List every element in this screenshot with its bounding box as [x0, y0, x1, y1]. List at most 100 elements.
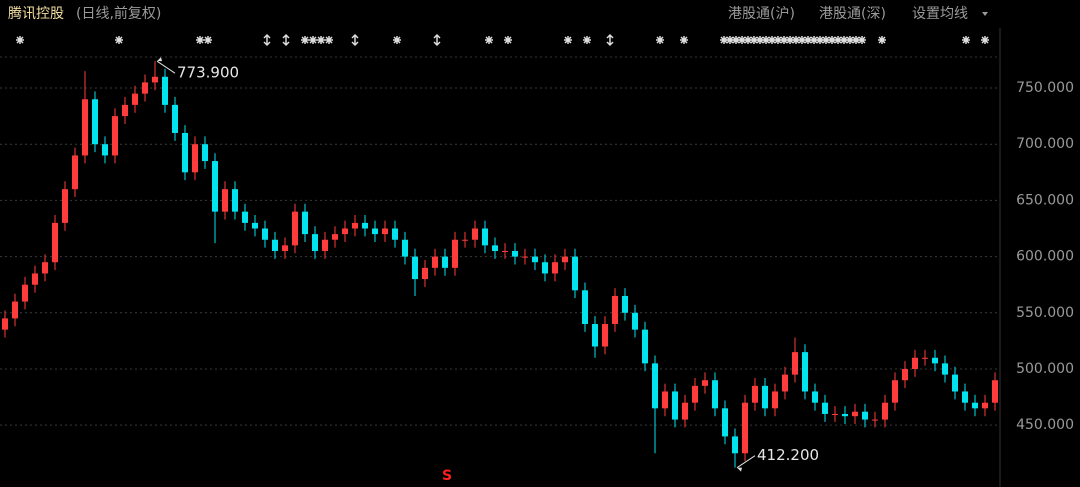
candle-body: [132, 93, 138, 105]
candle-body: [302, 211, 308, 235]
y-tick-label: 650.000: [1016, 192, 1074, 208]
event-star: [504, 36, 512, 44]
candle-body: [742, 402, 748, 454]
candle-body: [492, 245, 498, 251]
candle-body: [322, 239, 328, 251]
event-star: [786, 36, 794, 44]
candle-body: [732, 436, 738, 454]
candle-body: [422, 267, 428, 280]
candle-body: [432, 256, 438, 268]
candle-body: [272, 239, 278, 251]
event-star: [981, 36, 989, 44]
candle-body: [662, 391, 668, 409]
candle-body: [292, 211, 298, 246]
event-star: [115, 36, 123, 44]
candle-body: [972, 402, 978, 409]
candle-body: [652, 363, 658, 409]
event-markers: [16, 33, 989, 47]
candle-body: [572, 256, 578, 291]
candle-body: [192, 144, 198, 173]
candle-body: [622, 295, 628, 313]
candle-body: [442, 256, 448, 268]
annotation-label: 412.200: [757, 446, 819, 464]
candle-body: [882, 402, 888, 420]
annotation-arrowhead: [737, 467, 742, 472]
event-arrow: [282, 33, 290, 47]
candle-body: [172, 104, 178, 133]
candle-body: [772, 391, 778, 409]
event-star: [822, 36, 830, 44]
candle-body: [812, 391, 818, 403]
candle-body: [22, 284, 28, 302]
candle-body: [362, 222, 368, 229]
candle-body: [692, 385, 698, 403]
candle-body: [472, 228, 478, 240]
candle-body: [542, 262, 548, 274]
annotation-label: 773.900: [177, 64, 239, 82]
candle-body: [262, 228, 268, 240]
candle-body: [392, 228, 398, 240]
candle-body: [282, 245, 288, 251]
candle-body: [582, 290, 588, 325]
y-tick-label: 550.000: [1016, 305, 1074, 321]
candle-body: [782, 374, 788, 392]
y-tick-label: 750.000: [1016, 80, 1074, 96]
event-star: [309, 36, 317, 44]
event-star: [325, 36, 333, 44]
candle-body: [62, 189, 68, 223]
y-tick-label: 600.000: [1016, 249, 1074, 265]
event-star: [196, 36, 204, 44]
event-star: [780, 36, 788, 44]
event-arrow: [263, 33, 271, 47]
button[interactable]: 设置均线: [912, 6, 968, 22]
candle-body: [982, 402, 988, 409]
candle-body: [592, 324, 598, 347]
event-star: [726, 36, 734, 44]
candle-body: [522, 256, 528, 258]
event-arrow: [606, 33, 614, 47]
candle-body: [112, 116, 118, 156]
y-tick-label: 700.000: [1016, 136, 1074, 152]
candle-body: [352, 222, 358, 229]
event-arrow: [351, 33, 359, 47]
event-star: [485, 36, 493, 44]
candle-body: [722, 408, 728, 437]
event-star: [564, 36, 572, 44]
candle-body: [992, 380, 998, 403]
event-star: [393, 36, 401, 44]
event-star: [804, 36, 812, 44]
candle-body: [962, 391, 968, 403]
candle-body: [612, 295, 618, 325]
candle-body: [252, 222, 258, 229]
candle-body: [52, 222, 58, 263]
candle-body: [912, 357, 918, 369]
candle-body: [672, 391, 678, 420]
candle-body: [232, 189, 238, 212]
candle-body: [532, 256, 538, 263]
button[interactable]: 港股通(深): [819, 6, 886, 22]
candle-body: [632, 312, 638, 330]
event-star: [840, 36, 848, 44]
event-star: [317, 36, 325, 44]
candle-body: [452, 239, 458, 268]
button[interactable]: 港股通(沪): [728, 6, 795, 22]
dropdown-arrow: [982, 12, 988, 16]
event-star: [680, 36, 688, 44]
event-star: [878, 36, 886, 44]
event-star: [762, 36, 770, 44]
candle-body: [802, 352, 808, 392]
event-star: [792, 36, 800, 44]
candle-body: [212, 161, 218, 212]
annotation-arrowhead: [157, 57, 162, 62]
candle-body: [752, 385, 758, 403]
event-star: [774, 36, 782, 44]
candle-body: [312, 234, 318, 251]
event-star: [732, 36, 740, 44]
chart-title: 腾讯控股: [8, 5, 64, 22]
candle-body: [792, 352, 798, 375]
event-star: [846, 36, 854, 44]
event-marker: S: [442, 468, 452, 484]
candle-body: [32, 273, 38, 285]
candle-body: [342, 228, 348, 235]
